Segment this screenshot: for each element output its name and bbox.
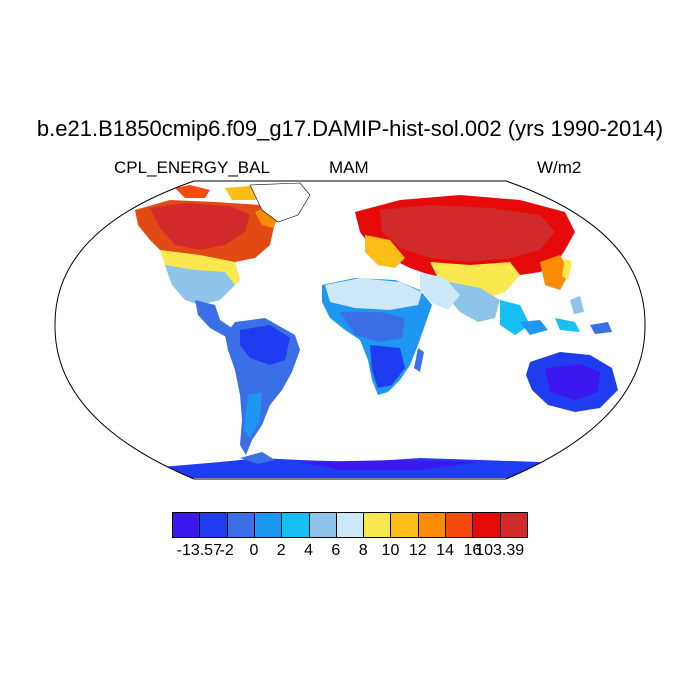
plot-title: b.e21.B1850cmip6.f09_g17.DAMIP-hist-sol.… <box>36 116 664 141</box>
map-border <box>54 180 646 480</box>
antarctica-landmass <box>60 452 640 478</box>
eurasia-landmass <box>355 195 575 335</box>
greenland-landmass <box>249 182 311 223</box>
arabian-peninsula-landmass <box>420 272 460 310</box>
new-zealand-landmass <box>624 400 636 418</box>
season-label: MAM <box>329 158 369 177</box>
variable-name-label: CPL_ENERGY_BAL <box>114 158 270 177</box>
maritime-asia-landmass <box>520 296 612 335</box>
south-america-landmass <box>225 318 300 455</box>
australia-landmass <box>526 352 618 412</box>
japan-landmass <box>562 258 572 280</box>
africa-landmass <box>322 278 432 395</box>
units-label: W/m2 <box>537 158 582 177</box>
madagascar-landmass <box>414 348 424 372</box>
north-america-landmass <box>135 185 280 338</box>
